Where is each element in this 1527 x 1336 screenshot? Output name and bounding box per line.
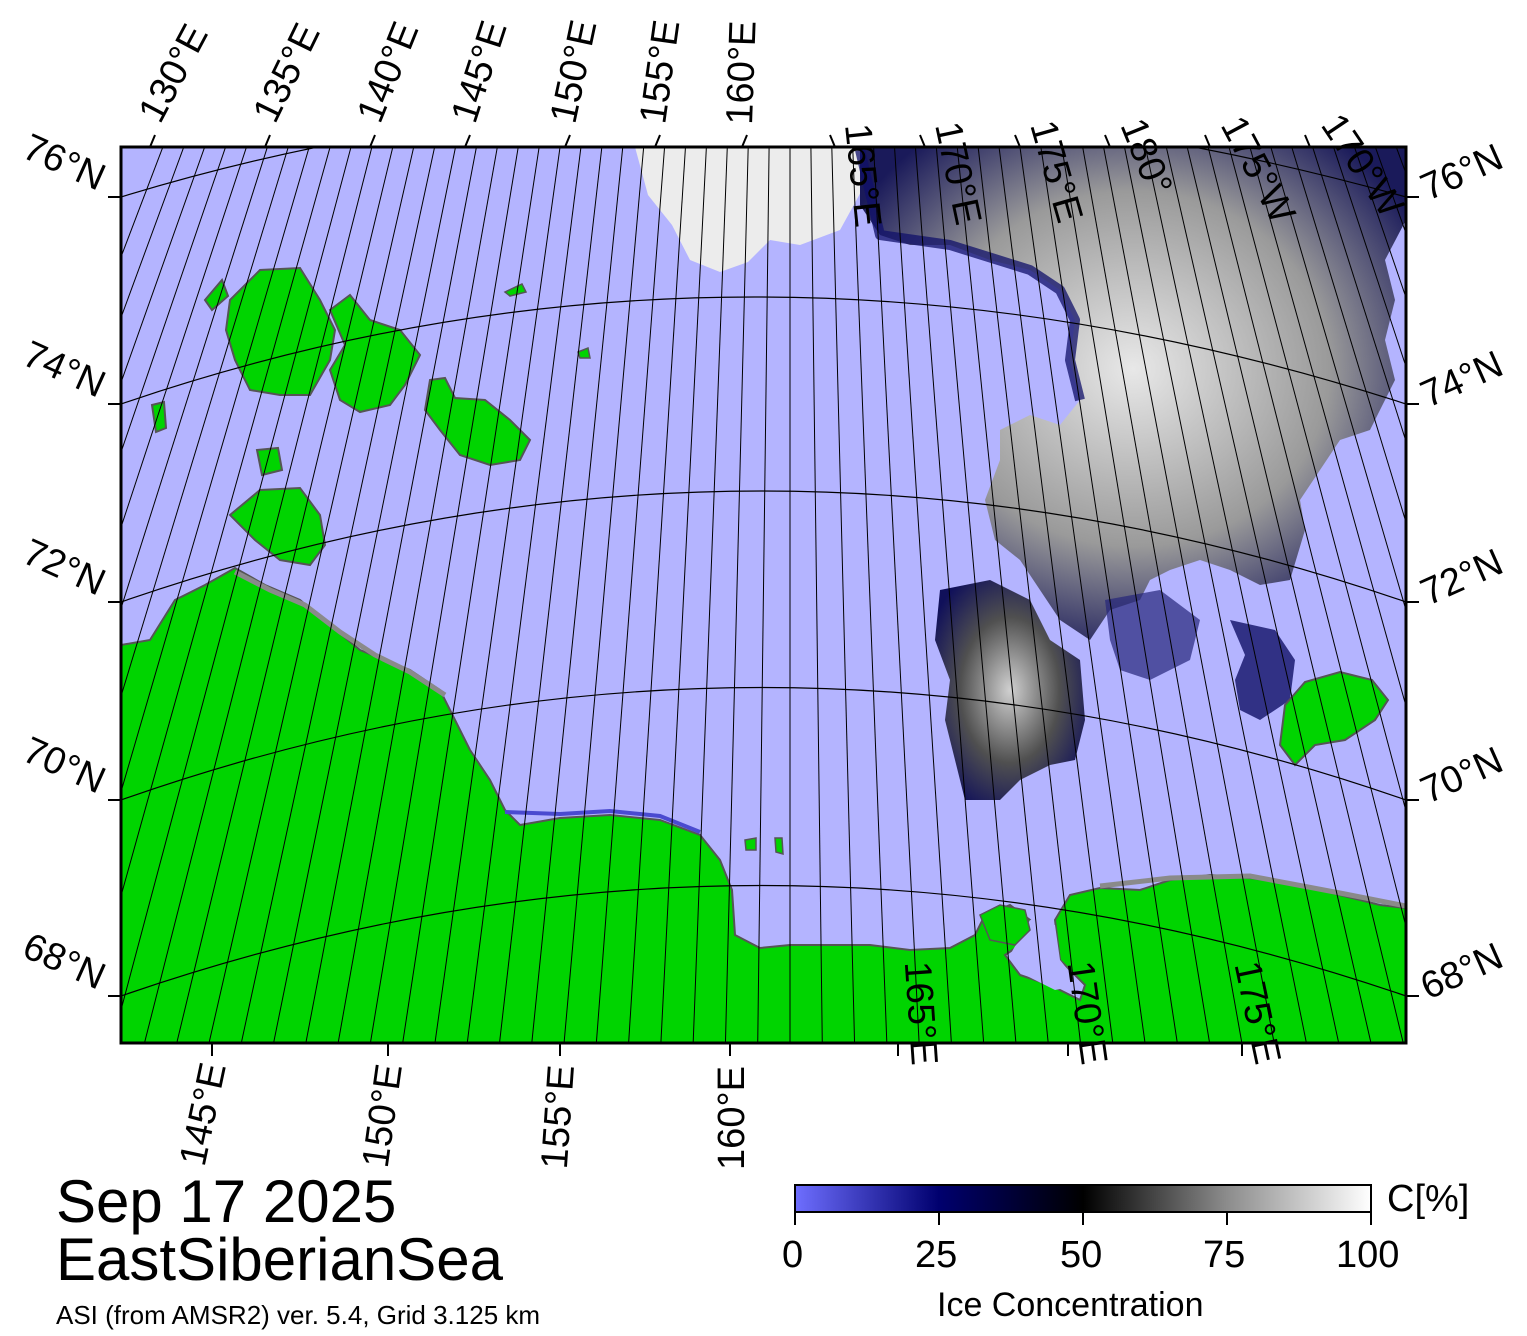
graticule-meridians bbox=[121, 147, 1406, 1043]
axis-tick bbox=[149, 134, 156, 148]
map-frame bbox=[119, 145, 1408, 1045]
land-bear-island-1 bbox=[744, 837, 757, 851]
bottom-axis-label: 155°E bbox=[534, 1064, 583, 1171]
top-axis-label: 160°E bbox=[719, 20, 765, 125]
top-axis-label: 130°E bbox=[131, 18, 217, 130]
sea-ice-mid-patch bbox=[1105, 590, 1200, 680]
bottom-axis-label: 150°E bbox=[355, 1061, 411, 1170]
data-source-note: ASI (from AMSR2) ver. 5.4, Grid 3.125 km bbox=[56, 1300, 541, 1330]
sea-ice-northeast-edge bbox=[855, 148, 1085, 402]
colorbar-tick-100: 100 bbox=[1336, 1234, 1400, 1276]
left-axis-label: 72°N bbox=[17, 531, 112, 604]
right-axis-label: 68°N bbox=[1415, 935, 1510, 1008]
right-axis-label: 72°N bbox=[1415, 541, 1510, 614]
land-de-long-islet-2 bbox=[577, 346, 591, 359]
left-axis-label: 70°N bbox=[17, 729, 112, 802]
axis-tick bbox=[654, 134, 661, 148]
sea-ice-east-patch bbox=[1230, 620, 1295, 720]
map-date: Sep 17 2025 bbox=[56, 1168, 397, 1235]
left-axis-label: 68°N bbox=[17, 925, 112, 998]
right-axis-label: 70°N bbox=[1415, 739, 1510, 812]
land-bear-island-2 bbox=[774, 837, 784, 856]
colorbar-ticks bbox=[794, 1212, 1372, 1225]
right-axis-label: 74°N bbox=[1415, 343, 1510, 416]
land-bunge-faddeyevsky bbox=[328, 293, 422, 414]
axis-tick bbox=[829, 134, 836, 148]
colorbar-tick-75: 75 bbox=[1203, 1234, 1246, 1276]
bottom-axis-label: 165°E bbox=[896, 960, 945, 1067]
land-stolbovoy bbox=[150, 400, 168, 434]
map-region: EastSiberianSea bbox=[56, 1226, 503, 1293]
top-axis-label: 135°E bbox=[245, 17, 328, 129]
axis-tick bbox=[264, 134, 271, 148]
bottom-axis-label: 160°E bbox=[711, 1066, 753, 1170]
colorbar-caption: Ice Concentration bbox=[937, 1286, 1204, 1324]
right-axis-labels: 76°N 74°N 72°N 70°N 68°N bbox=[1406, 136, 1509, 1008]
bottom-axis-label: 145°E bbox=[172, 1059, 235, 1169]
colorbar-tick-0: 0 bbox=[782, 1234, 804, 1276]
chaun-bay-water bbox=[1010, 920, 1080, 990]
colorbar-tick-50: 50 bbox=[1060, 1234, 1103, 1276]
colorbar-unit-label: C[%] bbox=[1387, 1178, 1470, 1220]
land-wrangel-island bbox=[1278, 670, 1390, 767]
top-axis-label: 140°E bbox=[349, 16, 427, 128]
coast-ice-fringe bbox=[504, 808, 701, 834]
left-axis-label: 76°N bbox=[17, 126, 112, 199]
axis-tick bbox=[369, 134, 376, 148]
left-axis-label: 74°N bbox=[17, 333, 112, 406]
land-de-long-islet-1 bbox=[503, 283, 528, 297]
axis-tick bbox=[564, 134, 571, 148]
top-axis-label: 155°E bbox=[632, 17, 688, 126]
colorbar-tick-25: 25 bbox=[915, 1234, 958, 1276]
land-belkovsky bbox=[203, 278, 230, 312]
axis-tick bbox=[1204, 134, 1211, 148]
axis-tick bbox=[919, 134, 926, 148]
coast-shadow-west bbox=[233, 569, 447, 698]
sea-ice-northeast-pack bbox=[860, 147, 1406, 640]
right-axis-label: 76°N bbox=[1415, 136, 1510, 209]
land-bolshoy-lyakhovsky bbox=[228, 486, 327, 567]
axis-tick bbox=[1014, 134, 1021, 148]
top-axis-label: 145°E bbox=[444, 16, 516, 128]
axis-tick bbox=[741, 134, 748, 148]
colorbar-gradient bbox=[794, 1184, 1372, 1213]
axis-tick bbox=[1104, 134, 1111, 148]
axis-tick bbox=[1304, 134, 1311, 148]
left-axis-labels: 76°N 74°N 72°N 70°N 68°N bbox=[17, 126, 121, 998]
sea-ice-north-pack bbox=[635, 147, 862, 272]
sea-ice-south-tongue bbox=[935, 580, 1085, 800]
top-axis-label: 150°E bbox=[543, 16, 606, 126]
axis-tick bbox=[464, 134, 471, 148]
coast-shadow-east bbox=[1099, 873, 1406, 909]
